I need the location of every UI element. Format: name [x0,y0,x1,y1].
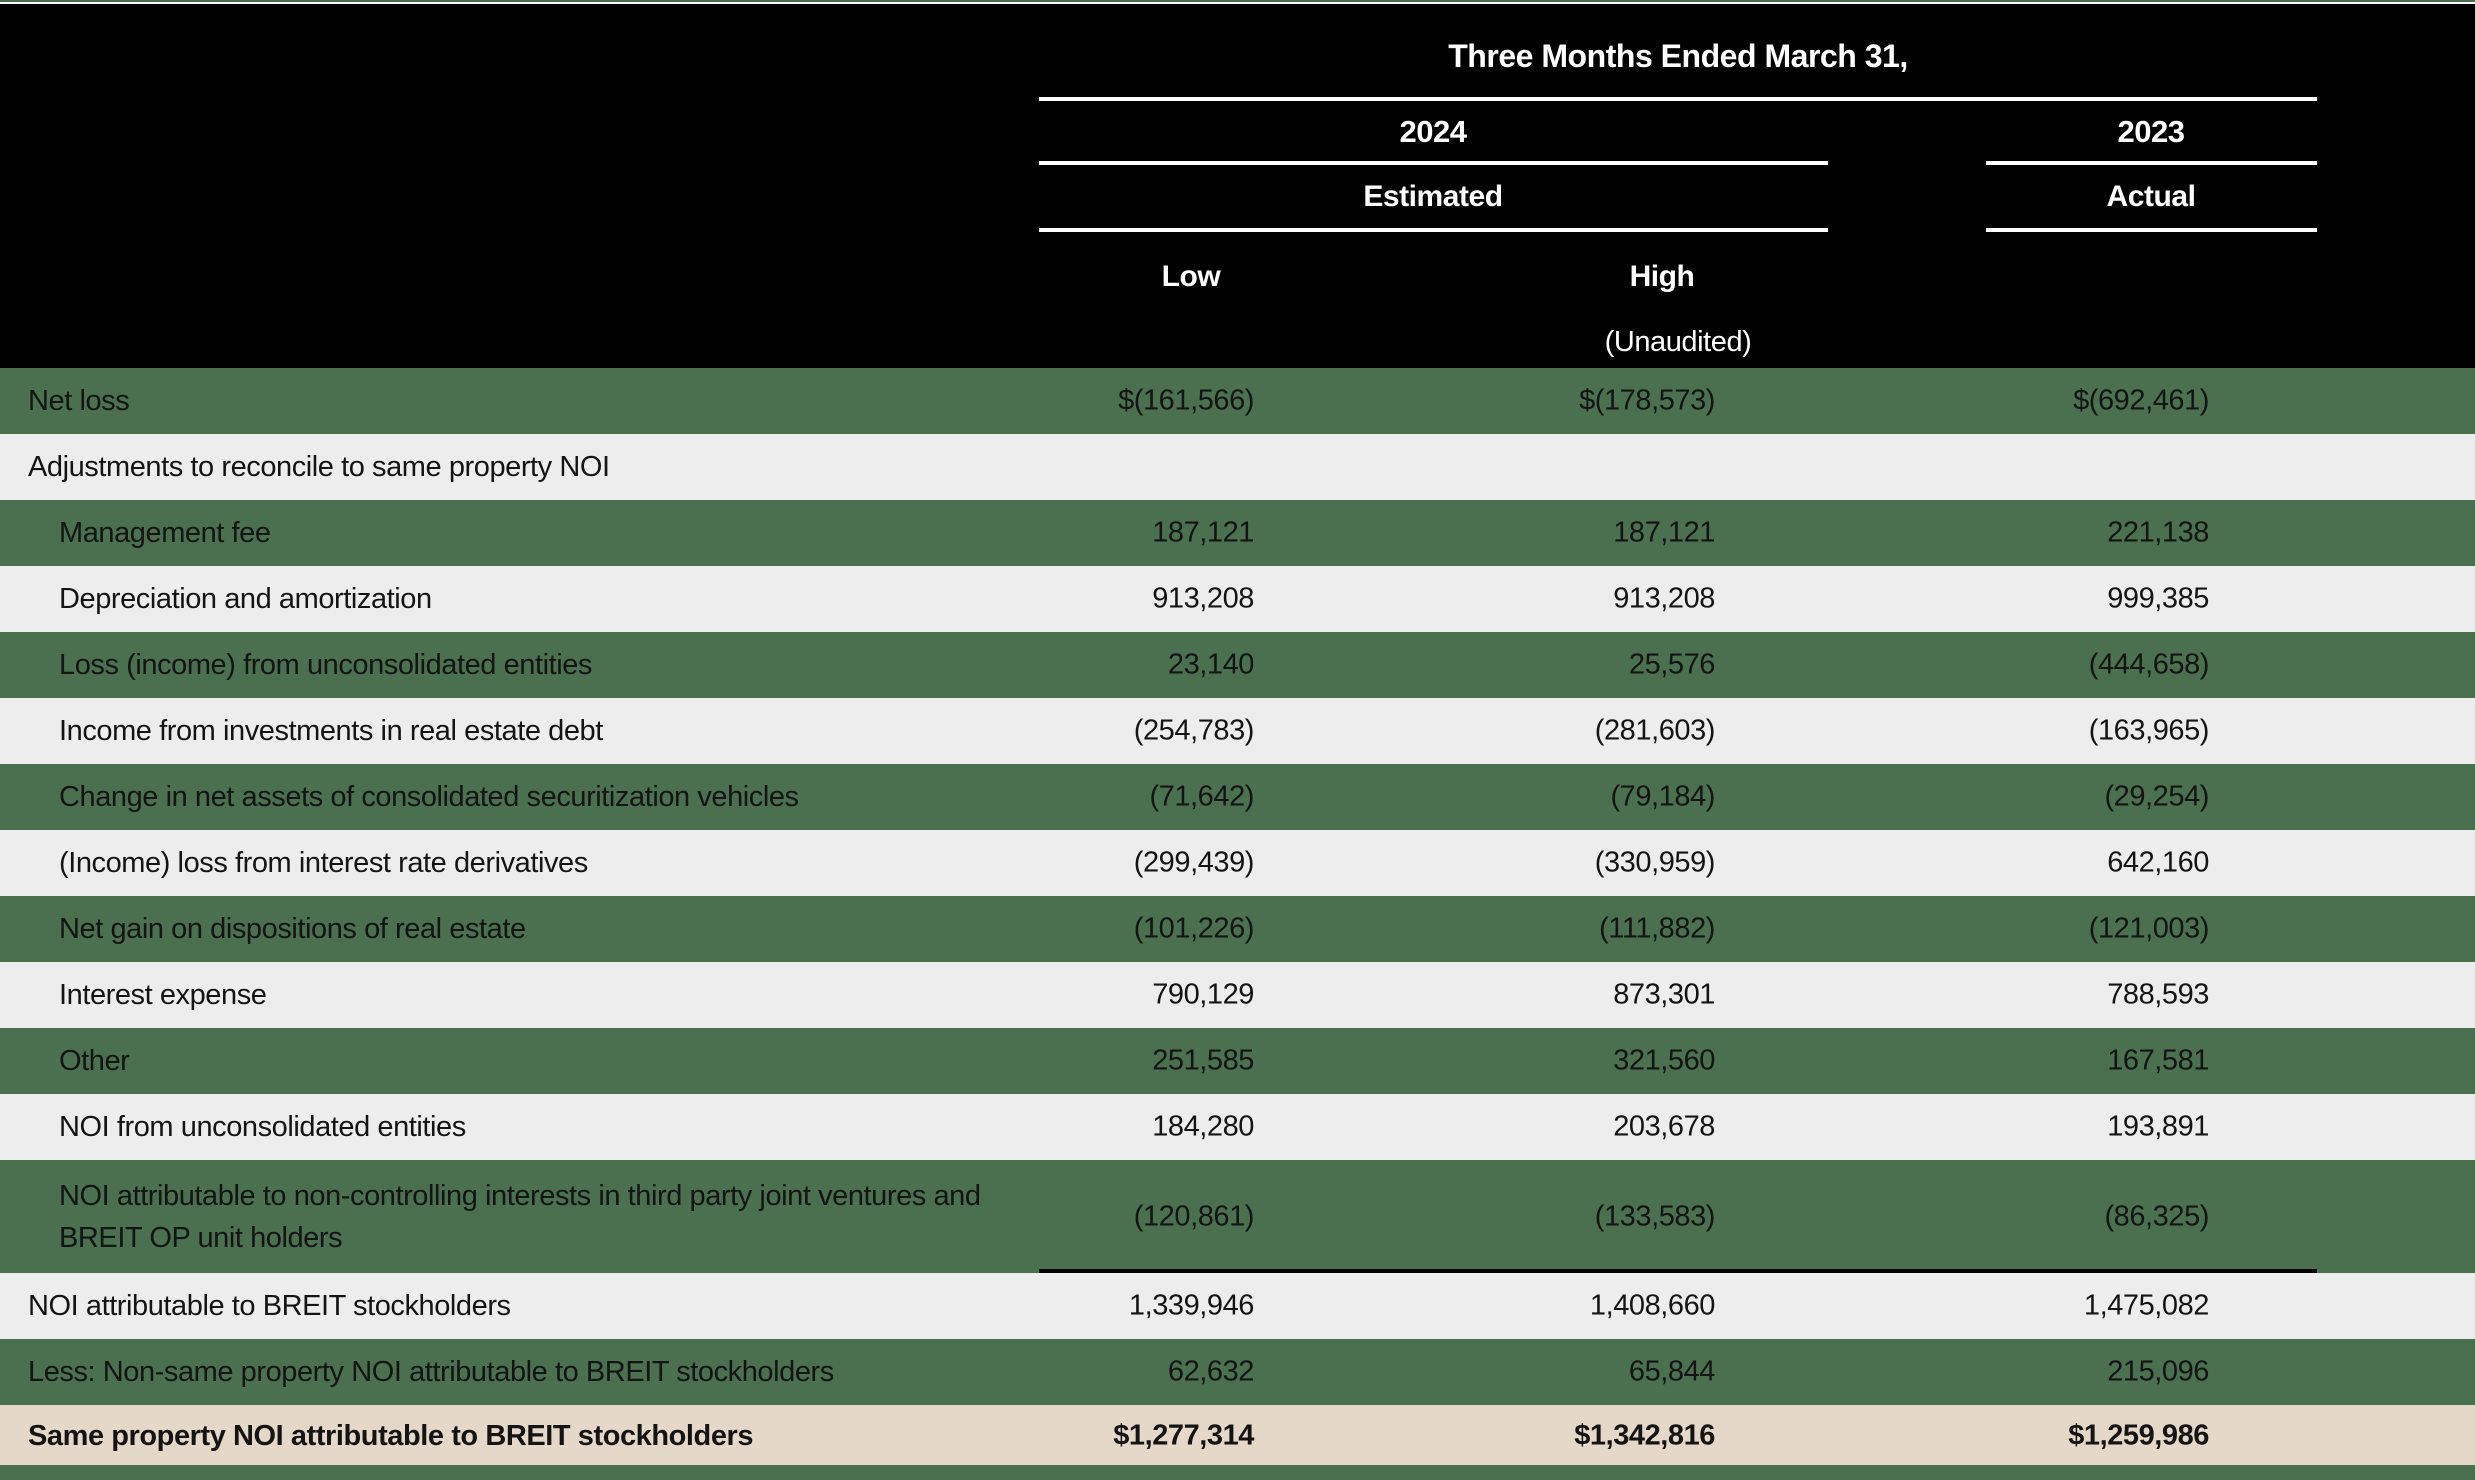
value-2023: 999,385 [2107,582,2209,615]
bottom-accent-strip [0,1465,2475,1480]
value-low: (299,439) [1133,846,1255,879]
row-label: Less: Non-same property NOI attributable… [28,1355,834,1388]
value-2023: (86,325) [2104,1200,2209,1232]
value-low: $(161,566) [1118,384,1254,417]
header-divider [1039,228,1828,232]
value-high: 1,408,660 [1589,1289,1716,1322]
value-2023: 788,593 [2107,978,2209,1011]
value-2023: 221,138 [2107,516,2209,549]
column-header-high: High [1629,260,1695,293]
row-label: NOI from unconsolidated entities [59,1110,466,1143]
value-2023: 167,581 [2107,1044,2209,1077]
table-row: Less: Non-same property NOI attributable… [0,1339,2475,1405]
value-2023: $1,259,986 [2068,1419,2209,1451]
table-rows: Net loss $(161,566) $(178,573) $(692,461) Ad… [0,368,2475,1466]
value-high: (133,583) [1594,1200,1716,1232]
value-low: (120,861) [1133,1200,1255,1232]
row-label: NOI attributable to BREIT stockholders [28,1289,511,1322]
value-high: $1,342,816 [1574,1419,1715,1451]
header-divider [1986,228,2317,232]
value-high: $(178,573) [1579,384,1715,417]
value-2023: 215,096 [2107,1355,2209,1388]
table-row: NOI attributable to non-controlling inte… [0,1160,2475,1273]
column-group-2024: 2024 [1399,114,1467,149]
value-high: 913,208 [1613,582,1715,615]
value-2023: (444,658) [2088,648,2210,681]
value-high: 873,301 [1613,978,1715,1011]
table-header: Three Months Ended March 31, 2024 2023 E… [0,4,2475,368]
table-row: NOI from unconsolidated entities 184,280 2… [0,1094,2475,1160]
value-low: 184,280 [1152,1110,1254,1143]
value-2023: (121,003) [2088,912,2210,945]
row-label: Income from investments in real estate d… [59,714,603,747]
value-low: 23,140 [1167,648,1255,681]
row-label: Loss (income) from unconsolidated entiti… [59,648,592,681]
value-high: (330,959) [1594,846,1716,879]
subtotal-rule [1039,1269,2317,1273]
value-low: $1,277,314 [1113,1419,1254,1451]
unaudited-note: (Unaudited) [1604,326,1752,358]
value-high: 203,678 [1613,1110,1715,1143]
value-high: 25,576 [1628,648,1716,681]
table-row: Depreciation and amortization 913,208 913,… [0,566,2475,632]
value-2023: $(692,461) [2073,384,2209,417]
row-label: Depreciation and amortization [59,582,432,615]
table-row: (Income) loss from interest rate derivat… [0,830,2475,896]
header-divider [1039,97,2317,101]
row-label: NOI attributable to non-controlling inte… [59,1179,981,1254]
value-2023: 1,475,082 [2083,1289,2210,1322]
table-row: Loss (income) from unconsolidated entiti… [0,632,2475,698]
value-low: 62,632 [1167,1355,1255,1388]
row-label: Net loss [28,384,130,417]
table-row: Other 251,585 321,560 167,581 [0,1028,2475,1094]
header-divider [1986,161,2317,165]
row-label: Interest expense [59,978,267,1011]
table-row: Income from investments in real estate d… [0,698,2475,764]
value-low: 913,208 [1152,582,1254,615]
row-label: Same property NOI attributable to BREIT … [28,1419,754,1452]
value-high: (281,603) [1594,714,1716,747]
table-row: Management fee 187,121 187,121 221,138 [0,500,2475,566]
table-row: Same property NOI attributable to BREIT … [0,1405,2475,1466]
value-high: 187,121 [1613,516,1715,549]
row-label: (Income) loss from interest rate derivat… [59,846,588,879]
period-title: Three Months Ended March 31, [1448,38,1908,74]
subheader-estimated: Estimated [1363,180,1503,213]
table-row: Change in net assets of consolidated sec… [0,764,2475,830]
value-2023: (163,965) [2088,714,2210,747]
value-2023: 193,891 [2107,1110,2209,1143]
value-low: 790,129 [1152,978,1254,1011]
value-high: (79,184) [1610,780,1715,813]
column-header-low: Low [1161,260,1221,293]
subheader-actual: Actual [2106,180,2196,213]
value-low: 251,585 [1152,1044,1254,1077]
value-high: (111,882) [1599,912,1715,945]
table-row: Net loss $(161,566) $(178,573) $(692,461) [0,368,2475,434]
value-2023: 642,160 [2107,846,2209,879]
table-row: Net gain on dispositions of real estate (… [0,896,2475,962]
row-label: Other [59,1044,130,1077]
row-label: Change in net assets of consolidated sec… [59,780,799,813]
value-low: (254,783) [1133,714,1255,747]
value-low: (71,642) [1149,780,1254,813]
row-label: Management fee [59,516,271,549]
table-row: Interest expense 790,129 873,301 788,593 [0,962,2475,1028]
value-low: 187,121 [1152,516,1254,549]
value-low: 1,339,946 [1128,1289,1255,1322]
table-row: Adjustments to reconcile to same propert… [0,434,2475,500]
value-2023: (29,254) [2104,780,2209,813]
value-low: (101,226) [1133,912,1255,945]
header-divider [1039,161,1828,165]
column-group-2023: 2023 [2117,114,2185,149]
value-high: 321,560 [1613,1044,1715,1077]
row-label: Adjustments to reconcile to same propert… [28,450,610,483]
table-row: NOI attributable to BREIT stockholders 1,… [0,1273,2475,1339]
row-label: Net gain on dispositions of real estate [59,912,526,945]
value-high: 65,844 [1628,1355,1716,1388]
